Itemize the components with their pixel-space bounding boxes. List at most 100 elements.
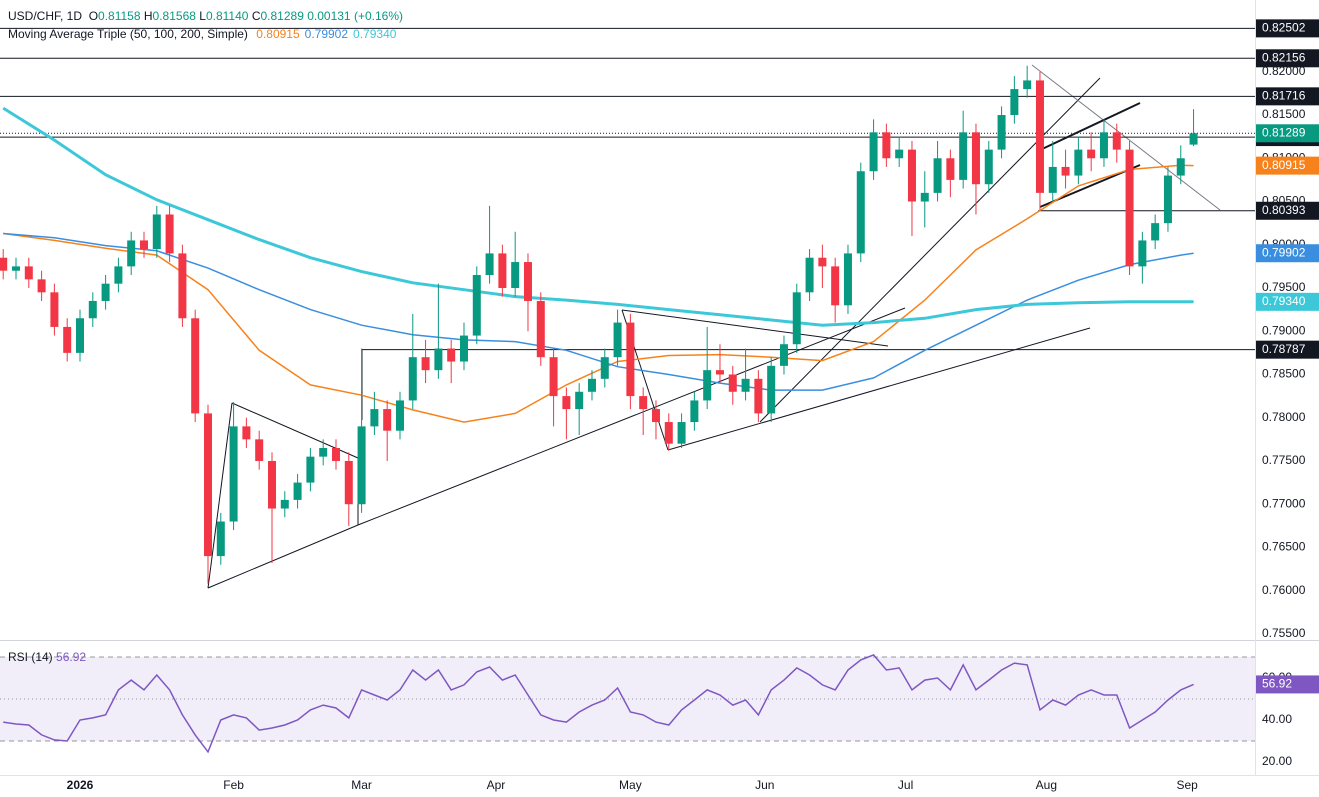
candle-body <box>856 171 865 254</box>
candle-body <box>191 318 200 414</box>
last-price-label: 0.81289 <box>1262 125 1306 139</box>
change-pct: (+0.16%) <box>353 9 403 23</box>
rsi-name: RSI (14) <box>8 650 53 664</box>
candle-body <box>1176 158 1185 176</box>
candle-body <box>165 214 174 254</box>
candle-body <box>575 391 584 410</box>
candle-body <box>255 439 264 461</box>
candle-body <box>920 192 929 202</box>
candle-body <box>677 422 686 444</box>
ohlc-prefix: C <box>251 9 261 23</box>
candle-body <box>523 262 532 301</box>
candle-body <box>216 521 225 557</box>
candle-body <box>1112 132 1121 150</box>
candle-body <box>639 396 648 410</box>
ma-label-box <box>1256 156 1319 175</box>
candle-body <box>280 499 289 509</box>
candle-body <box>703 370 712 401</box>
ohlc-prefix: H <box>143 9 153 23</box>
candle-body <box>907 149 916 202</box>
x-tick-label: Jun <box>755 778 774 792</box>
candle-body <box>715 370 724 375</box>
level-label: 0.82502 <box>1262 21 1306 35</box>
ma-label: 0.79340 <box>1262 294 1306 308</box>
rsi-value: 56.92 <box>56 650 87 664</box>
candle-body <box>946 158 955 180</box>
candle-body <box>1074 149 1083 176</box>
trend-line <box>207 524 359 589</box>
candle-body <box>421 357 430 371</box>
drawings <box>207 64 1221 589</box>
candle-body <box>933 158 942 193</box>
moving-average <box>3 232 1194 391</box>
x-tick-label: Apr <box>487 778 506 792</box>
candle-body <box>779 344 788 366</box>
ma-label-box <box>1256 292 1319 311</box>
candle-body <box>651 409 660 423</box>
ma-legend-value: 0.79902 <box>304 27 349 41</box>
candle-body <box>754 378 763 414</box>
candle-body <box>600 357 609 379</box>
candle-body <box>664 422 673 444</box>
indicator-header: Moving Average Triple (50, 100, 200, Sim… <box>8 27 396 41</box>
candle-body <box>24 266 33 280</box>
candle-body <box>895 149 904 159</box>
rsi-line <box>3 654 1194 754</box>
candle-body <box>536 300 545 358</box>
y-tick-label: 0.77500 <box>1262 453 1306 467</box>
candle-body <box>319 448 328 457</box>
y-tick-label: 0.76500 <box>1262 540 1306 554</box>
ohlc-value: 0.81140 <box>205 9 249 23</box>
trend-line <box>207 402 233 589</box>
x-tick-label: 2026 <box>67 778 94 792</box>
x-tick-label: Mar <box>351 778 372 792</box>
candle-body <box>690 400 699 423</box>
rsi-tick-label: 20.00 <box>1262 754 1292 768</box>
last-price-label-box <box>1256 124 1319 143</box>
y-tick-label: 0.78000 <box>1262 410 1306 424</box>
ma-label: 0.79902 <box>1262 245 1306 259</box>
candle-body <box>11 266 20 271</box>
candle-body <box>139 240 148 250</box>
candle-body <box>50 292 59 327</box>
ohlc-prefix: L <box>199 9 206 23</box>
ma-label: 0.80915 <box>1262 158 1306 172</box>
indicator-name: Moving Average Triple (50, 100, 200, Sim… <box>8 27 248 41</box>
trend-line <box>357 307 906 526</box>
candle-body <box>459 335 468 362</box>
x-tick-label: Jul <box>898 778 913 792</box>
candle-body <box>843 253 852 306</box>
ma-legend-value: 0.79340 <box>353 27 397 41</box>
x-tick-label: Feb <box>223 778 244 792</box>
rsi-tick-label: 40.00 <box>1262 712 1292 726</box>
candle-body <box>626 322 635 397</box>
channel-line <box>1039 102 1141 151</box>
y-tick-label: 0.81500 <box>1262 107 1306 121</box>
candle-body <box>741 378 750 392</box>
candle-body <box>1023 80 1032 90</box>
level-label-box <box>1256 19 1319 38</box>
trend-line <box>759 77 1101 423</box>
candle-body <box>242 426 251 440</box>
candle-body <box>63 326 72 353</box>
candle-body <box>971 132 980 185</box>
change: 0.00131 <box>307 9 351 23</box>
candle-body <box>357 426 366 505</box>
candle-body <box>792 292 801 345</box>
y-tick-label: 0.82000 <box>1262 64 1306 78</box>
ma-legend-value: 0.80915 <box>256 27 300 41</box>
candle-body <box>229 426 238 522</box>
level-label: 0.80393 <box>1262 203 1306 217</box>
candle-body <box>1163 175 1172 224</box>
candle-body <box>293 482 302 500</box>
candle-body <box>383 409 392 431</box>
candle-body <box>472 275 481 336</box>
y-tick-label: 0.77000 <box>1262 496 1306 510</box>
candle-body <box>1061 166 1070 176</box>
candle-body <box>395 400 404 431</box>
indicator-values: 0.80915 0.79902 0.79340 <box>251 27 396 41</box>
candle-body <box>997 115 1006 150</box>
ma-label-box <box>1256 244 1319 263</box>
candle-body <box>818 257 827 267</box>
candle-body <box>114 266 123 284</box>
